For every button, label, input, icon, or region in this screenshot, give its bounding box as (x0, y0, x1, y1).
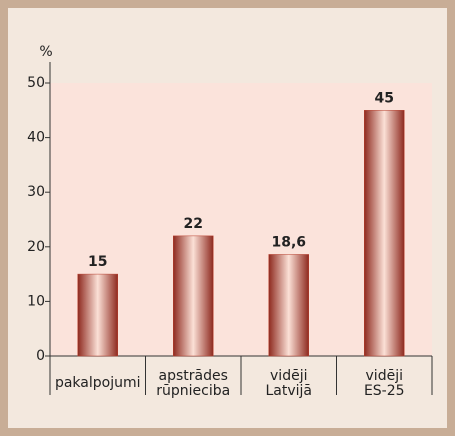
x-tick-label: Latvijā (265, 383, 312, 399)
value-label: 18,6 (271, 234, 306, 250)
value-label: 22 (184, 216, 203, 232)
x-tick-label: vidēji (270, 368, 307, 384)
value-label: 15 (88, 254, 107, 270)
x-tick-label: ES-25 (364, 383, 405, 399)
y-tick-label: 0 (36, 348, 45, 364)
y-tick-label: 40 (27, 130, 45, 146)
y-axis-label: % (39, 44, 52, 60)
y-tick-label: 30 (27, 184, 45, 200)
x-tick-label: rūpnieciba (156, 383, 230, 399)
x-tick-label: apstrādes (159, 368, 228, 384)
x-tick-label: pakalpojumi (55, 375, 141, 391)
bar (268, 254, 309, 357)
y-tick-label: 50 (27, 75, 45, 91)
bar (173, 235, 214, 357)
y-tick-label: 10 (27, 293, 45, 309)
bar (364, 110, 405, 357)
x-tick-label: vidēji (366, 368, 403, 384)
bar (77, 273, 118, 357)
y-tick-label: 20 (27, 239, 45, 255)
value-label: 45 (375, 90, 394, 106)
